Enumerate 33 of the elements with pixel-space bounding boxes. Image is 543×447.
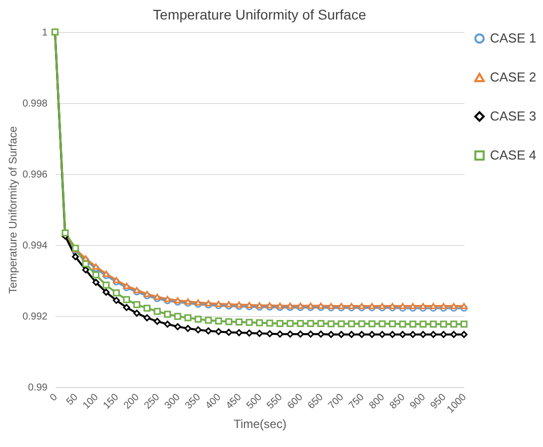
- y-tick-label: 1: [42, 28, 48, 38]
- y-tick-label: 0.998: [22, 98, 48, 110]
- x-tick-label: 500: [244, 392, 265, 412]
- x-tick-label: 400: [204, 392, 224, 412]
- x-tick-label: 0: [48, 392, 60, 404]
- x-tick-label: 850: [388, 392, 408, 412]
- x-axis-title: Time(sec): [234, 416, 286, 431]
- legend-label: CASE 1: [490, 30, 536, 46]
- x-tick-label: 650: [306, 392, 326, 412]
- x-tick-label: 800: [367, 392, 388, 412]
- y-tick-label: 0.996: [22, 170, 48, 180]
- x-tick-label: 250: [142, 392, 162, 412]
- legend-label: CASE 3: [490, 108, 536, 124]
- y-tick-label: 0.99: [28, 382, 48, 394]
- x-tick-label: 450: [224, 392, 244, 412]
- legend-label: CASE 4: [490, 148, 536, 162]
- x-tick-label: 200: [122, 392, 142, 412]
- legend-label: CASE 2: [490, 70, 536, 84]
- y-tick-label: 0.994: [22, 240, 48, 252]
- y-tick-label: 0.992: [22, 312, 48, 322]
- x-tick-label: 700: [326, 392, 346, 412]
- x-tick-label: 600: [286, 392, 306, 412]
- x-tick-label: 350: [183, 392, 204, 412]
- x-tick-label: 50: [64, 392, 80, 408]
- x-tick-label: 900: [408, 392, 428, 412]
- x-tick-label: 950: [428, 392, 449, 412]
- x-tick-label: 100: [81, 392, 101, 412]
- x-tick-label: 750: [346, 392, 367, 412]
- x-tick-label: 550: [265, 392, 285, 412]
- x-tick-label: 150: [102, 392, 122, 412]
- y-axis-title: Temperature Uniformity of Surface: [7, 126, 20, 294]
- chart-title: Temperature Uniformity of Surface: [152, 6, 366, 22]
- x-tick-label: 300: [162, 392, 183, 412]
